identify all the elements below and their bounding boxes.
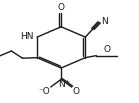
Text: O: O <box>103 45 110 54</box>
Text: N: N <box>101 17 108 26</box>
Text: O: O <box>72 87 79 96</box>
Text: N: N <box>58 80 65 89</box>
Text: +: + <box>64 79 70 84</box>
Text: ⁻O: ⁻O <box>39 87 50 96</box>
Text: HN: HN <box>21 32 34 41</box>
Text: O: O <box>58 3 65 12</box>
